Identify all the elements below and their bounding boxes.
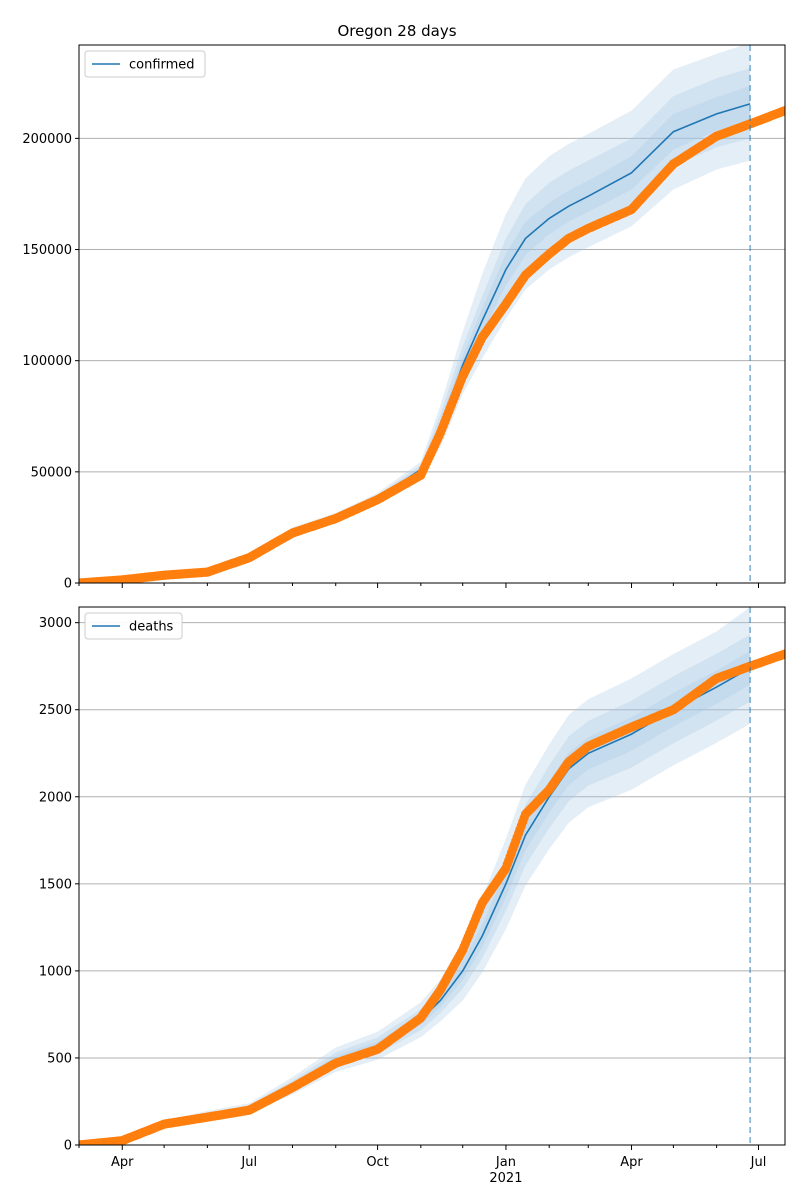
y-tick-label: 500 [47, 1051, 72, 1066]
x-year-label: 2021 [489, 1171, 522, 1186]
x-tick-label: Apr [111, 1155, 134, 1170]
y-tick-label: 3000 [39, 616, 72, 631]
observed-point [780, 649, 785, 659]
axes-frame [78, 44, 786, 584]
y-tick-label: 50000 [31, 465, 72, 480]
y-tick-label: 0 [64, 577, 72, 592]
y-tick-label: 2000 [39, 790, 72, 805]
y-tick-label: 2500 [39, 703, 72, 718]
uncertainty-band [79, 634, 751, 1145]
uncertainty-band [79, 45, 751, 583]
legend-label: confirmed [129, 58, 195, 73]
y-tick-label: 100000 [22, 354, 72, 369]
x-tick-label: Oct [366, 1155, 388, 1170]
x-tick-label: Jan [495, 1155, 516, 1170]
uncertainty-band [79, 651, 751, 1145]
uncertainty-band [79, 68, 751, 583]
observed-point [780, 106, 785, 116]
legend [84, 612, 183, 640]
uncertainty-band [79, 86, 751, 583]
legend-label: deaths [129, 620, 174, 635]
x-tick-label: Jul [750, 1155, 767, 1170]
deaths-panel: 0 500 1000 1500 2000 2500 3000 Apr Jul Oct Jan Apr J… [39, 606, 786, 1186]
y-tick-label: 150000 [22, 243, 72, 258]
legend [84, 50, 206, 78]
axes-frame [78, 606, 786, 1146]
y-tick-label: 0 [64, 1139, 72, 1154]
x-tick-label: Jul [240, 1155, 257, 1170]
chart-title: Oregon 28 days [337, 22, 456, 40]
y-tick-label: 200000 [22, 132, 72, 147]
x-tick-label: Apr [620, 1155, 643, 1170]
y-tick-label: 1500 [39, 877, 72, 892]
y-tick-label: 1000 [39, 964, 72, 979]
uncertainty-band [79, 607, 751, 1145]
confirmed-panel: 0 50000 100000 150000 200000 confirmed [22, 44, 786, 592]
